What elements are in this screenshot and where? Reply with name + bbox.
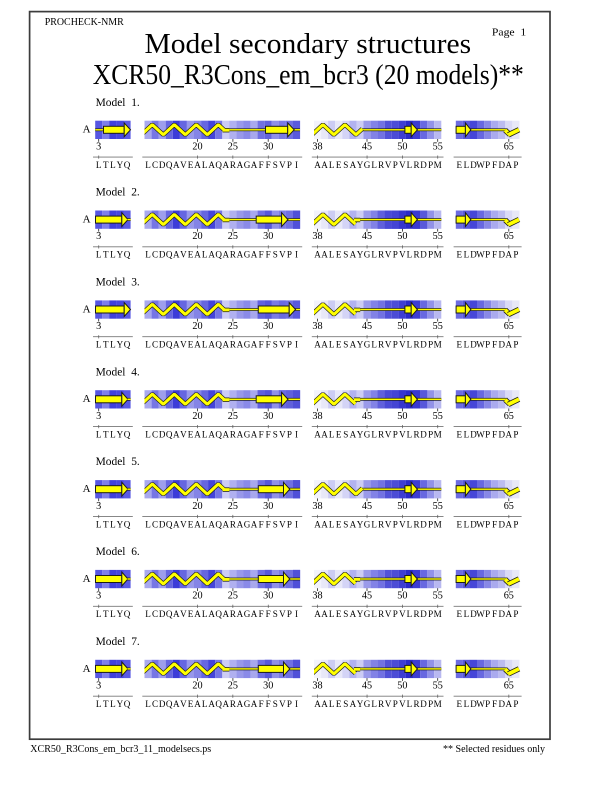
- svg-text:XCR50_R3Cons_em_bcr3 (20 model: XCR50_R3Cons_em_bcr3 (20 models)**: [93, 60, 524, 91]
- svg-text:Model 6.: Model 6.: [96, 546, 140, 558]
- svg-text:XCR50_R3Cons_em_bcr3_11_models: XCR50_R3Cons_em_bcr3_11_modelsecs.ps: [30, 744, 211, 755]
- svg-text:Model 2.: Model 2.: [96, 187, 140, 199]
- svg-text:Model 1.: Model 1.: [96, 97, 140, 109]
- svg-text:Model 7.: Model 7.: [96, 636, 140, 648]
- svg-text:Model 5.: Model 5.: [96, 456, 140, 468]
- svg-text:PROCHECK-NMR: PROCHECK-NMR: [45, 17, 124, 28]
- svg-text:Model secondary structures: Model secondary structures: [144, 28, 471, 60]
- svg-text:Model 3.: Model 3.: [96, 277, 140, 289]
- svg-text:Page 1: Page 1: [492, 27, 526, 38]
- svg-text:Model 4.: Model 4.: [96, 366, 140, 378]
- svg-text:** Selected residues only: ** Selected residues only: [443, 744, 545, 755]
